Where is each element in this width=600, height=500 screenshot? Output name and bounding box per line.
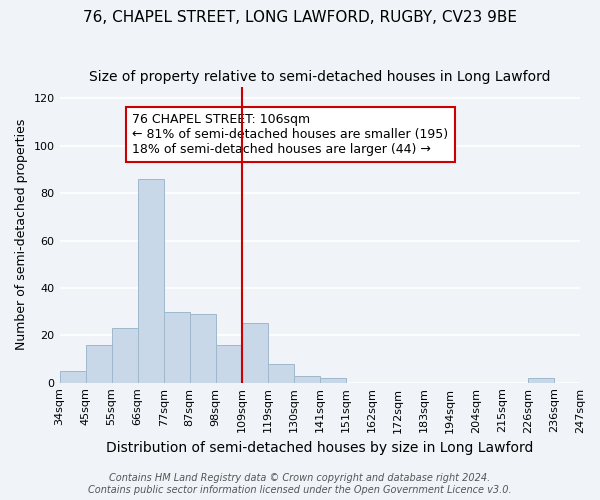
Text: Contains HM Land Registry data © Crown copyright and database right 2024.
Contai: Contains HM Land Registry data © Crown c… xyxy=(88,474,512,495)
Bar xyxy=(112,328,137,382)
Text: 76 CHAPEL STREET: 106sqm
← 81% of semi-detached houses are smaller (195)
18% of : 76 CHAPEL STREET: 106sqm ← 81% of semi-d… xyxy=(133,113,449,156)
Bar xyxy=(164,312,190,382)
Bar xyxy=(59,371,86,382)
Bar xyxy=(190,314,215,382)
Bar xyxy=(320,378,346,382)
Bar xyxy=(242,324,268,382)
Bar xyxy=(268,364,294,382)
Bar xyxy=(86,345,112,383)
Y-axis label: Number of semi-detached properties: Number of semi-detached properties xyxy=(15,119,28,350)
Bar xyxy=(528,378,554,382)
Bar xyxy=(215,345,242,383)
Title: Size of property relative to semi-detached houses in Long Lawford: Size of property relative to semi-detach… xyxy=(89,70,551,84)
Text: 76, CHAPEL STREET, LONG LAWFORD, RUGBY, CV23 9BE: 76, CHAPEL STREET, LONG LAWFORD, RUGBY, … xyxy=(83,10,517,25)
X-axis label: Distribution of semi-detached houses by size in Long Lawford: Distribution of semi-detached houses by … xyxy=(106,441,533,455)
Bar xyxy=(137,179,164,382)
Bar xyxy=(294,376,320,382)
